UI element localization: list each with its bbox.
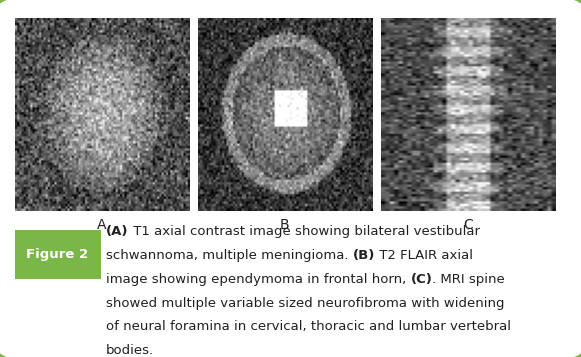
Text: of neural foramina in cervical, thoracic and lumbar vertebral: of neural foramina in cervical, thoracic… xyxy=(106,320,511,333)
Text: B: B xyxy=(280,218,289,232)
Text: Figure 2: Figure 2 xyxy=(26,248,88,261)
Text: image showing ependymoma in frontal horn,: image showing ependymoma in frontal horn… xyxy=(106,273,411,286)
Text: (B): (B) xyxy=(353,249,375,262)
Text: bodies.: bodies. xyxy=(106,344,154,357)
Text: (C): (C) xyxy=(411,273,432,286)
Text: . MRI spine: . MRI spine xyxy=(432,273,505,286)
Text: showed multiple variable sized neurofibroma with widening: showed multiple variable sized neurofibr… xyxy=(106,297,504,310)
Text: A: A xyxy=(97,218,106,232)
Text: C: C xyxy=(463,218,472,232)
Text: T1 axial contrast image showing bilateral vestibular: T1 axial contrast image showing bilatera… xyxy=(128,225,479,238)
Text: T2 FLAIR axial: T2 FLAIR axial xyxy=(375,249,473,262)
FancyBboxPatch shape xyxy=(15,230,101,279)
Text: schwannoma, multiple meningioma.: schwannoma, multiple meningioma. xyxy=(106,249,353,262)
Text: (A): (A) xyxy=(106,225,128,238)
